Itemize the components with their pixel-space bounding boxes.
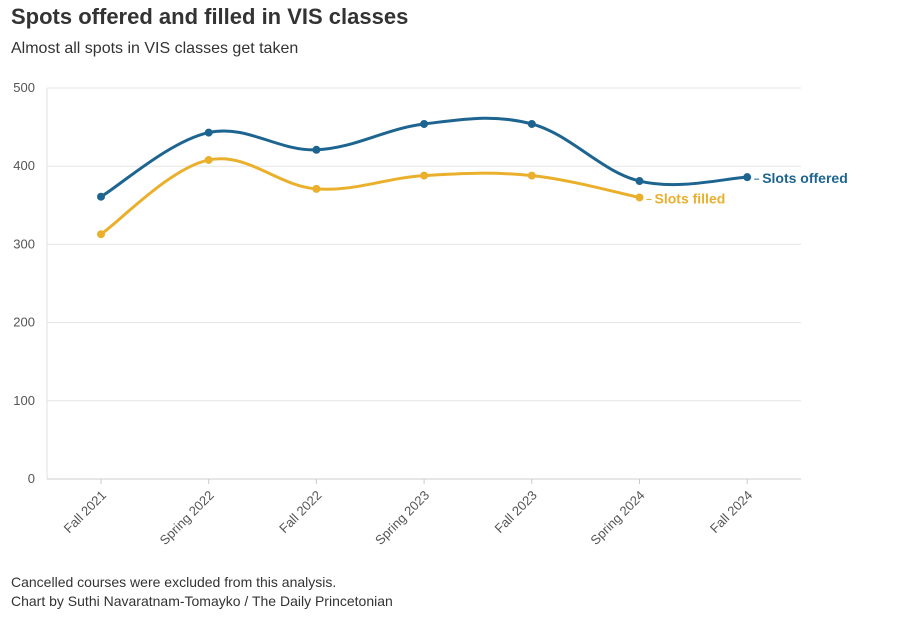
chart-title: Spots offered and filled in VIS classes — [11, 4, 409, 29]
data-point-slots-offered — [204, 128, 213, 137]
data-point-slots-offered — [420, 119, 429, 128]
x-tick-label: Fall 2023 — [491, 488, 539, 536]
data-point-slots-filled — [204, 155, 213, 164]
data-point-slots-filled — [97, 230, 105, 239]
data-point-slots-offered — [527, 119, 536, 128]
x-tick-label: Fall 2021 — [61, 488, 109, 536]
series-line-slots-filled — [99, 157, 641, 236]
grid-lines — [47, 87, 801, 480]
data-point-slots-filled — [312, 184, 321, 193]
y-tick-label: 0 — [28, 471, 35, 486]
y-tick-label: 300 — [13, 236, 35, 251]
y-tick-label: 500 — [13, 80, 35, 95]
footnote: Cancelled courses were excluded from thi… — [11, 574, 337, 590]
series-slots-filled: Slots filled — [97, 155, 726, 239]
x-tick-label: Spring 2022 — [157, 488, 217, 548]
x-tick-label: Fall 2024 — [707, 488, 755, 536]
data-point-slots-offered — [635, 177, 644, 186]
series-slots-offered: Slots offered — [97, 116, 848, 201]
data-point-slots-offered — [312, 145, 321, 154]
series-line-slots-offered — [99, 116, 749, 199]
data-point-slots-filled — [527, 171, 536, 180]
series: Slots offered Slots filled — [97, 116, 848, 239]
chart-subtitle: Almost all spots in VIS classes get take… — [11, 40, 299, 57]
series-label-slots-filled: Slots filled — [655, 190, 726, 206]
y-tick-label: 200 — [13, 315, 35, 330]
credit-line: Chart by Suthi Navaratnam-Tomayko / The … — [11, 593, 393, 609]
x-tick-label: Spring 2024 — [587, 488, 647, 548]
y-tick-label: 400 — [13, 158, 35, 173]
x-tick-label: Fall 2022 — [276, 488, 324, 536]
x-axis: Fall 2021 Spring 2022 Fall 2022 Spring 2023… — [61, 479, 755, 548]
series-label-slots-offered: Slots offered — [762, 170, 848, 186]
y-axis: 0 100 200 300 400 500 — [13, 80, 48, 486]
y-tick-label: 100 — [13, 393, 35, 408]
data-point-slots-filled — [420, 171, 429, 180]
data-point-slots-filled — [635, 193, 644, 202]
data-point-slots-offered — [97, 192, 105, 201]
data-point-slots-offered — [743, 173, 752, 182]
x-tick-label: Spring 2023 — [372, 488, 432, 548]
